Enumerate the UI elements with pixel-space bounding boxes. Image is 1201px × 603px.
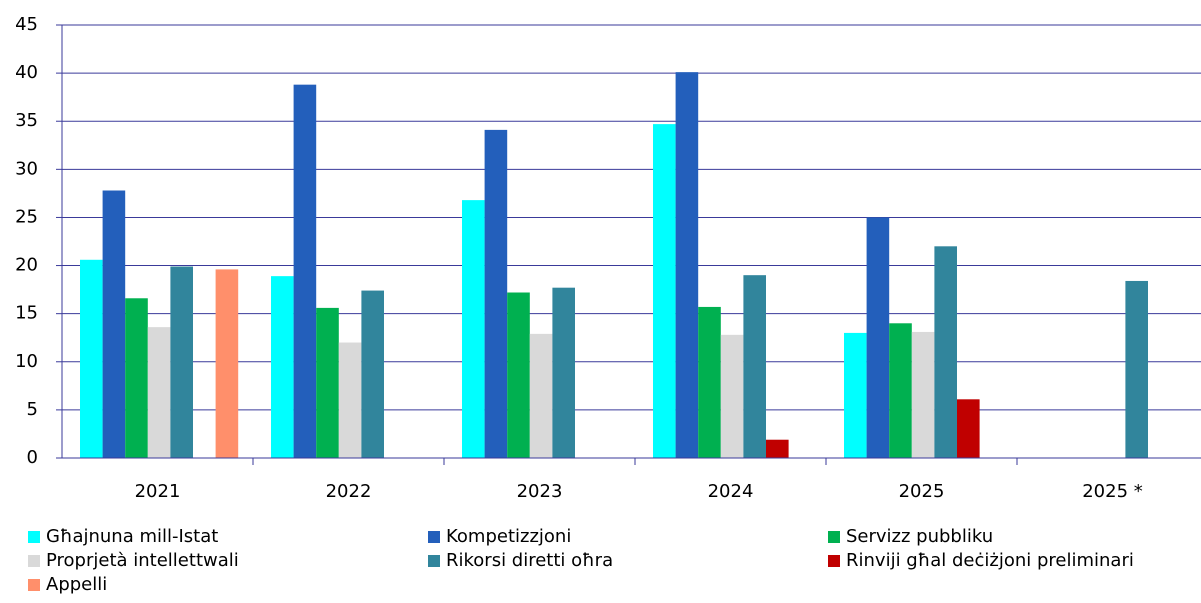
y-tick-label: 30 xyxy=(15,158,38,179)
legend-swatch xyxy=(28,579,40,591)
bar xyxy=(653,124,676,458)
legend-label: Kompetizzjoni xyxy=(446,526,571,547)
y-tick-label: 25 xyxy=(15,206,38,227)
bar xyxy=(215,269,239,458)
legend-swatch xyxy=(828,555,840,567)
bar xyxy=(293,84,317,458)
x-tick-label: 2023 xyxy=(517,481,563,502)
y-tick-label: 5 xyxy=(27,399,38,420)
bar xyxy=(1125,280,1148,458)
bar xyxy=(170,266,193,458)
y-tick-label: 45 xyxy=(15,14,38,35)
legend-swatch xyxy=(28,555,40,567)
y-tick-label: 20 xyxy=(15,255,38,276)
bar xyxy=(462,200,485,458)
bar xyxy=(743,275,766,458)
x-tick-label: 2024 xyxy=(708,481,754,502)
legend-swatch xyxy=(428,531,440,543)
bar xyxy=(720,334,744,458)
legend-label: Rinviji għal deċiżjoni preliminari xyxy=(846,550,1134,571)
bar xyxy=(125,298,148,458)
bar xyxy=(338,342,362,458)
y-tick-label: 15 xyxy=(15,303,38,324)
x-tick-label: 2021 xyxy=(135,481,181,502)
y-tick-label: 0 xyxy=(27,447,38,468)
bar xyxy=(102,190,126,458)
bar xyxy=(271,276,294,458)
bar xyxy=(675,72,699,458)
bar xyxy=(889,323,912,458)
bar xyxy=(866,217,890,458)
bar xyxy=(361,290,384,458)
x-tick-label: 2025 xyxy=(899,481,945,502)
y-tick-label: 40 xyxy=(15,62,38,83)
x-tick-label: 2022 xyxy=(326,481,372,502)
legend-label: Appelli xyxy=(46,574,107,595)
bar xyxy=(957,399,980,458)
bar xyxy=(698,306,721,458)
legend-swatch xyxy=(428,555,440,567)
legend-label: Rikorsi diretti oħra xyxy=(446,550,613,571)
bar xyxy=(934,246,957,458)
bar xyxy=(529,333,553,458)
y-tick-label: 35 xyxy=(15,110,38,131)
legend-label: Proprjetà intellettwali xyxy=(46,550,239,571)
legend-swatch xyxy=(828,531,840,543)
x-tick-label: 2025 * xyxy=(1082,481,1143,502)
legend-label: Servizz pubbliku xyxy=(846,526,993,547)
y-tick-label: 10 xyxy=(15,351,38,372)
legend-swatch xyxy=(28,531,40,543)
bar xyxy=(552,287,575,458)
bar xyxy=(507,292,530,458)
bar xyxy=(80,259,103,458)
bar xyxy=(147,327,171,458)
legend-label: Għajnuna mill-Istat xyxy=(46,526,218,547)
bar xyxy=(316,307,339,458)
bar xyxy=(911,331,935,458)
bar xyxy=(844,332,867,458)
bar xyxy=(484,129,508,459)
bar xyxy=(766,439,789,458)
